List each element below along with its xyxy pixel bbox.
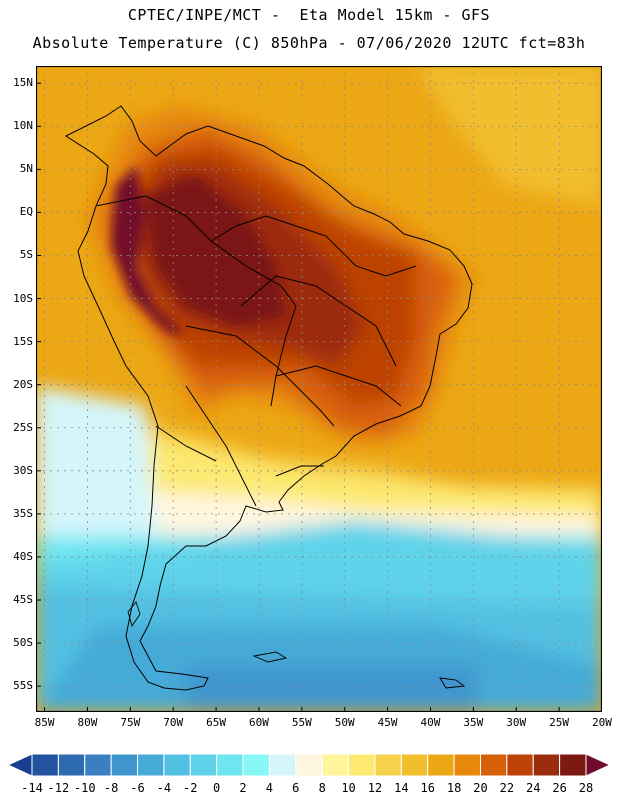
legend-color-box bbox=[137, 753, 165, 777]
lon-label: 75W bbox=[120, 716, 141, 729]
lat-label: 50S bbox=[13, 636, 33, 650]
legend-value: -6 bbox=[130, 781, 145, 795]
legend-color-box bbox=[57, 753, 86, 777]
legend-color-box bbox=[374, 753, 402, 777]
lat-label: EQ bbox=[19, 205, 33, 219]
lon-label: 40W bbox=[420, 716, 441, 729]
lat-label: 5N bbox=[19, 162, 33, 176]
legend-color-box bbox=[559, 753, 587, 777]
map-canvas bbox=[36, 66, 602, 712]
lat-label: 45S bbox=[13, 593, 33, 607]
legend-value: 14 bbox=[394, 781, 409, 795]
lon-label: 85W bbox=[34, 716, 55, 729]
legend-value: 24 bbox=[526, 781, 541, 795]
legend-color-box bbox=[400, 753, 429, 777]
lon-label: 55W bbox=[291, 716, 312, 729]
legend-color-box bbox=[31, 753, 59, 777]
temperature-map bbox=[36, 66, 602, 712]
title-line-1: CPTEC/INPE/MCT - Eta Model 15km - GFS bbox=[127, 6, 491, 24]
legend-color-box bbox=[453, 753, 481, 777]
legend-color-box bbox=[268, 753, 297, 777]
legend-color-box bbox=[216, 753, 244, 777]
legend-color-box bbox=[506, 753, 534, 777]
legend-value: 4 bbox=[265, 781, 274, 795]
lon-label: 65W bbox=[206, 716, 227, 729]
lat-label: 15S bbox=[13, 334, 33, 348]
legend-color-box bbox=[189, 753, 218, 777]
lat-label: 20S bbox=[13, 377, 33, 391]
legend-color-box bbox=[110, 753, 139, 777]
lat-label: 5S bbox=[19, 248, 33, 262]
legend-value: 20 bbox=[473, 781, 488, 795]
lat-label: 10S bbox=[13, 291, 33, 305]
legend-value: -2 bbox=[183, 781, 198, 795]
legend-value: -14 bbox=[21, 781, 43, 795]
lon-label: 20W bbox=[592, 716, 612, 729]
legend-value: 16 bbox=[420, 781, 435, 795]
legend-color-box bbox=[295, 753, 323, 777]
lat-lon-grid bbox=[36, 66, 602, 712]
lon-label: 70W bbox=[163, 716, 184, 729]
legend-value: 2 bbox=[239, 781, 247, 795]
legend-value: 26 bbox=[552, 781, 567, 795]
legend-value: -12 bbox=[47, 781, 70, 795]
lat-label: 30S bbox=[13, 463, 33, 477]
lat-label: 55S bbox=[13, 679, 33, 693]
legend-value: 6 bbox=[292, 781, 300, 795]
color-legend bbox=[6, 753, 612, 777]
lat-label: 25S bbox=[13, 420, 33, 434]
legend-color-box bbox=[427, 753, 455, 777]
lon-label: 60W bbox=[249, 716, 269, 729]
lon-label: 50W bbox=[334, 716, 355, 729]
legend-color-box bbox=[532, 753, 561, 777]
lat-label: 10N bbox=[13, 119, 33, 133]
legend-value: 12 bbox=[367, 781, 383, 795]
legend-min-arrow bbox=[6, 753, 33, 777]
legend-value: 28 bbox=[578, 781, 594, 795]
legend-color-box bbox=[163, 753, 191, 777]
lon-label: 80W bbox=[77, 716, 98, 729]
legend-value: -4 bbox=[156, 781, 172, 795]
lat-label: 35S bbox=[13, 506, 33, 520]
title-line-2: Absolute Temperature (C) 850hPa - 07/06/… bbox=[32, 34, 586, 52]
legend-value: 22 bbox=[499, 781, 515, 795]
legend-value: 18 bbox=[446, 781, 462, 795]
lon-label: 45W bbox=[377, 716, 398, 729]
lon-label: 35W bbox=[463, 716, 484, 729]
legend-color-box bbox=[479, 753, 508, 777]
axis-ticks bbox=[36, 82, 602, 712]
legend-color-box bbox=[321, 753, 350, 777]
legend-max-arrow bbox=[585, 753, 612, 777]
legend-value: 10 bbox=[341, 781, 356, 795]
legend-value: -8 bbox=[103, 781, 119, 795]
lat-label: 15N bbox=[13, 76, 33, 90]
legend-color-box bbox=[242, 753, 270, 777]
map-frame bbox=[36, 66, 602, 712]
legend-value: 0 bbox=[213, 781, 221, 795]
legend-value: 8 bbox=[318, 781, 326, 795]
lon-label: 25W bbox=[549, 716, 570, 729]
lat-label: 40S bbox=[13, 549, 33, 563]
legend-value: -10 bbox=[73, 781, 96, 795]
coastlines bbox=[64, 105, 473, 691]
legend-color-box bbox=[84, 753, 112, 777]
legend-color-box bbox=[348, 753, 376, 777]
islands bbox=[127, 601, 466, 689]
lon-label: 30W bbox=[506, 716, 527, 729]
